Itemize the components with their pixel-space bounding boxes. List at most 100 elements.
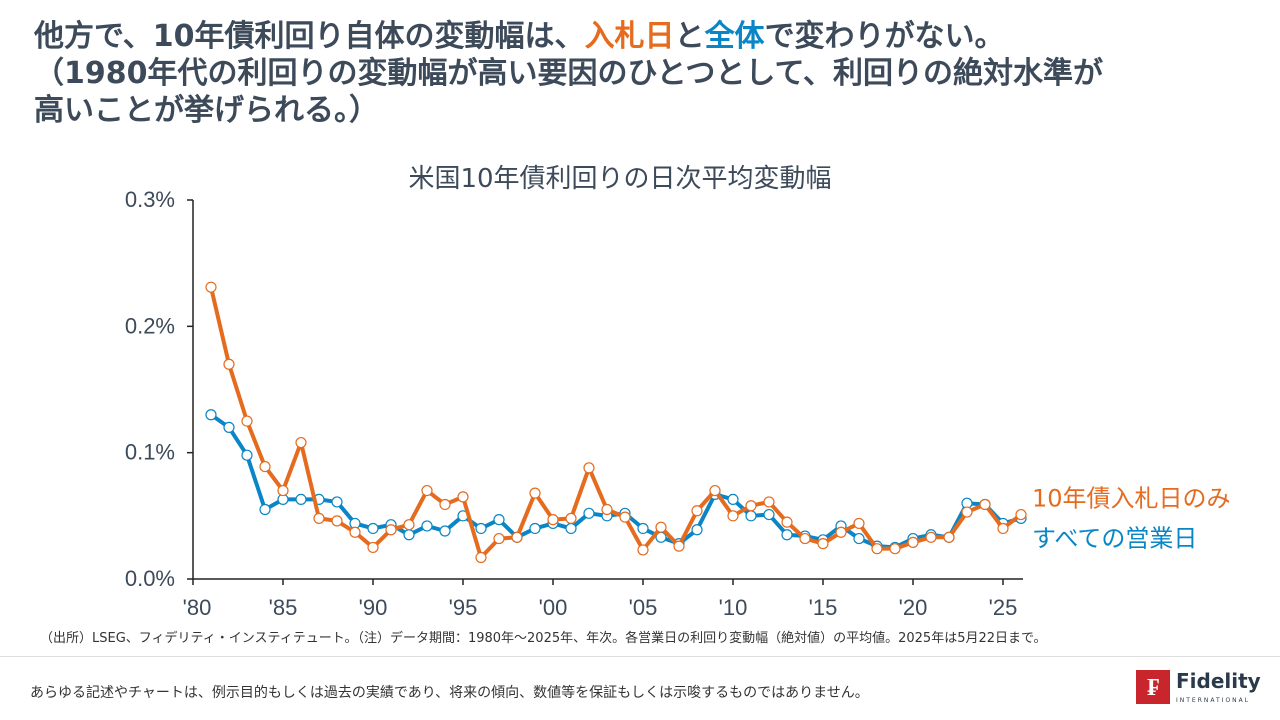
data-point	[223, 358, 235, 370]
headline-highlight-auction: 入札日	[584, 19, 675, 54]
series-all-days	[205, 409, 1027, 554]
data-point	[799, 532, 811, 545]
data-point	[421, 484, 433, 497]
data-point	[817, 538, 829, 550]
data-point	[529, 487, 541, 499]
data-point	[565, 522, 577, 535]
disclaimer: あらゆる記述やチャートは、例示目的もしくは過去の実績であり、将来の傾向、数値等を…	[30, 685, 869, 701]
headline-text: 他方で、10年債利回り自体の変動幅は、	[34, 19, 585, 54]
x-tick-label: '95	[449, 595, 478, 620]
data-point	[745, 510, 757, 522]
x-tick-label: '85	[269, 595, 298, 620]
data-point	[331, 515, 343, 527]
x-tick-label: '80	[183, 595, 212, 620]
headline-line-3: 高いことが挙げられる。）	[34, 93, 379, 128]
data-point	[547, 514, 559, 526]
data-point	[421, 520, 433, 532]
footer-divider	[0, 656, 1280, 657]
data-point	[439, 525, 451, 537]
fidelity-logo-mark-icon: ₣	[1136, 670, 1170, 704]
series-auction-days	[205, 281, 1027, 564]
legend-label: 10年債入札日のみ	[1032, 485, 1231, 513]
series-line	[209, 413, 1022, 550]
source-note: （出所）LSEG、フィデリティ・インスティテュート。（注）データ期間：1980年…	[40, 631, 1047, 646]
y-tick-label: 0.0%	[125, 566, 175, 591]
logo-text: Fidelity	[1176, 669, 1261, 693]
logo-wordmark: Fidelity INTERNATIONAL	[1176, 669, 1261, 705]
data-point	[223, 421, 235, 433]
data-point	[403, 519, 415, 531]
data-point	[601, 503, 613, 516]
data-point	[205, 409, 217, 421]
data-point	[367, 541, 379, 554]
data-point	[997, 522, 1009, 535]
data-point	[313, 512, 325, 524]
headline-text: と	[674, 19, 705, 54]
data-point	[781, 516, 793, 528]
data-point	[871, 543, 883, 555]
data-point	[835, 526, 847, 538]
data-point	[619, 511, 631, 523]
data-point	[637, 522, 649, 535]
x-tick-label: '90	[359, 595, 388, 620]
data-point	[367, 522, 379, 535]
x-tick-label: '05	[629, 595, 658, 620]
logo-subtext: INTERNATIONAL	[1176, 697, 1251, 704]
x-tick-label: '20	[899, 595, 928, 620]
data-point	[331, 496, 343, 508]
y-tick-label: 0.1%	[125, 440, 175, 465]
data-point	[1015, 508, 1027, 521]
headline-highlight-all: 全体	[704, 19, 765, 54]
data-point	[475, 551, 487, 564]
headline: 他方で、10年債利回り自体の変動幅は、入札日と全体で変わりがない。 （1980年…	[34, 18, 1264, 129]
data-point	[277, 484, 289, 497]
data-point	[295, 493, 307, 506]
data-point	[385, 524, 397, 536]
data-point	[511, 531, 523, 543]
data-point	[709, 484, 721, 497]
data-point	[259, 460, 271, 473]
data-point	[493, 532, 505, 545]
data-point	[295, 436, 307, 449]
data-point	[853, 532, 865, 545]
x-tick-label: '10	[719, 595, 748, 620]
data-point	[889, 543, 901, 555]
data-point	[529, 522, 541, 535]
data-point	[259, 503, 271, 516]
data-point	[583, 507, 595, 519]
data-point	[637, 544, 649, 556]
data-point	[475, 522, 487, 535]
data-point	[241, 449, 253, 461]
data-point	[727, 493, 739, 506]
data-point	[727, 510, 739, 522]
x-tick-label: '25	[989, 595, 1018, 620]
data-point	[241, 415, 253, 427]
data-point	[781, 529, 793, 541]
data-point	[349, 526, 361, 538]
data-point	[493, 514, 505, 526]
headline-line-1: 他方で、10年債利回り自体の変動幅は、入札日と全体で変わりがない。	[34, 18, 1264, 55]
data-point	[763, 496, 775, 508]
data-point	[691, 505, 703, 517]
chart-title: 米国10年債利回りの日次平均変動幅	[408, 164, 832, 194]
data-point	[925, 531, 937, 543]
data-point	[439, 498, 451, 511]
data-point	[745, 500, 757, 512]
data-point	[583, 462, 595, 474]
data-point	[655, 521, 667, 533]
y-tick-label: 0.2%	[125, 313, 175, 338]
data-point	[403, 529, 415, 541]
data-point	[763, 508, 775, 521]
data-point	[961, 506, 973, 518]
headline-text: で変わりがない。	[764, 19, 1005, 54]
series-line	[209, 286, 1023, 560]
x-tick-label: '00	[539, 595, 568, 620]
y-tick-label: 0.3%	[125, 187, 175, 212]
headline-line-2: （1980年代の利回りの変動幅が高い要因のひとつとして、利回りの絶対水準が	[34, 56, 1103, 91]
data-point	[907, 536, 919, 548]
data-point	[205, 281, 217, 293]
data-point	[979, 498, 991, 511]
data-point	[691, 524, 703, 536]
data-point	[457, 491, 469, 503]
